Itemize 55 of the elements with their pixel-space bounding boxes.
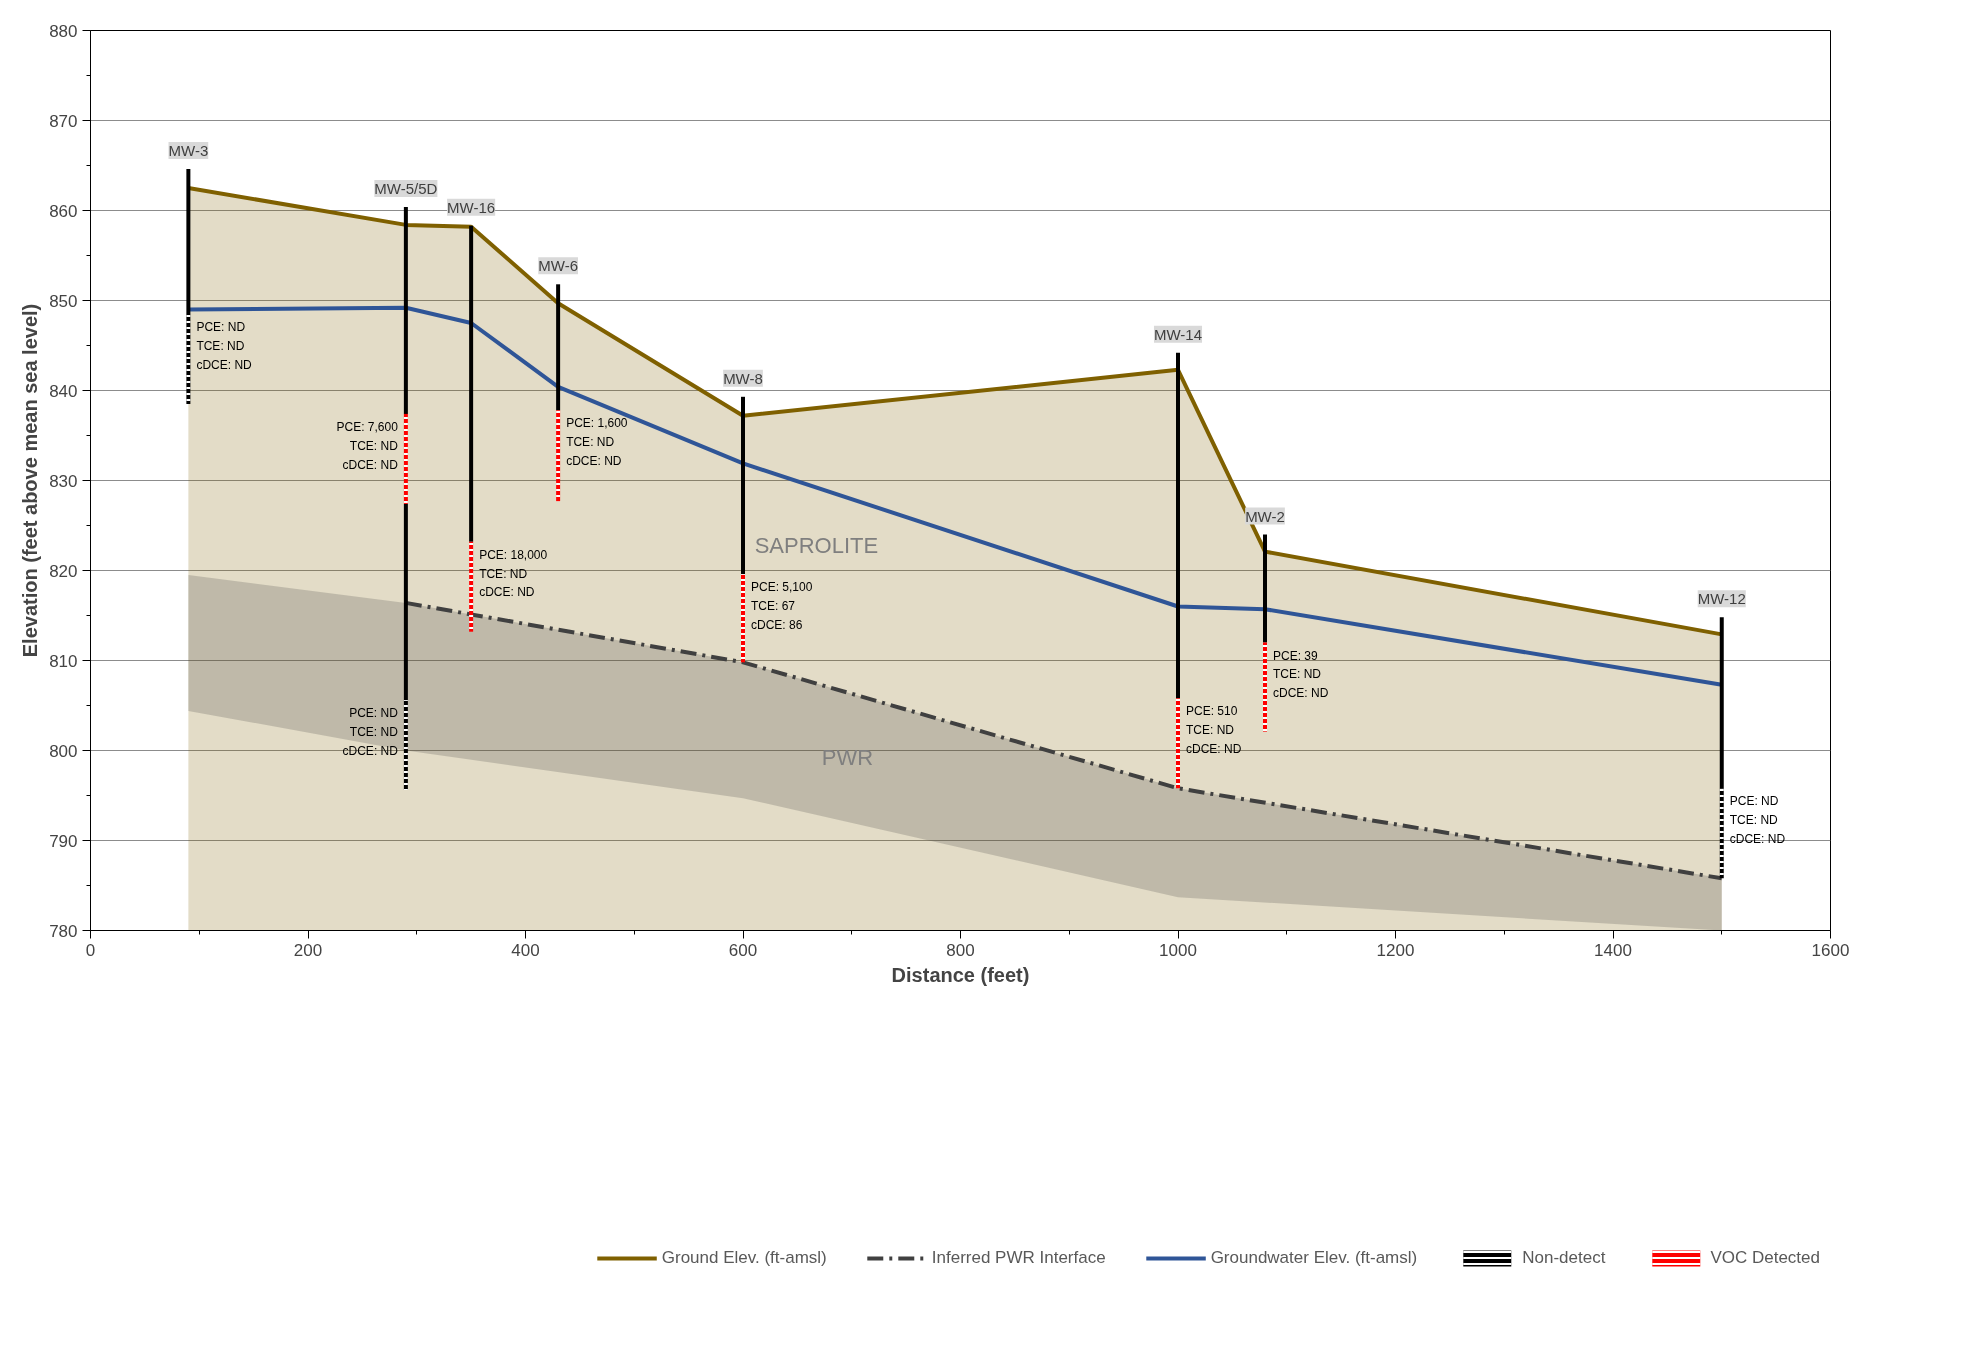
y-tick-label: 830 (49, 471, 78, 491)
legend-label: Groundwater Elev. (ft-amsl) (1210, 1248, 1418, 1268)
y-tick-label: 800 (49, 741, 78, 761)
data-label: MW-16 (447, 198, 496, 216)
annotation: PCE: ND TCE: ND cDCE: ND (342, 706, 399, 758)
legend-label: Ground Elev. (ft-amsl) (661, 1248, 827, 1268)
x-tick-label: 1400 (1594, 940, 1632, 960)
bar (403, 503, 408, 701)
y-tick-label: 880 (49, 21, 78, 41)
data-label: MW-3 (168, 142, 209, 160)
annotation: PWR (821, 744, 874, 770)
legend-label: Non-detect (1522, 1248, 1606, 1268)
data-label: MW-6 (538, 257, 578, 275)
x-tick-label: 0 (85, 940, 96, 960)
y-tick-label: 780 (49, 921, 78, 941)
bar (1263, 534, 1267, 643)
y-tick-label: 810 (49, 651, 78, 671)
data-label: MW-12 (1697, 590, 1746, 608)
x-axis-title: Distance (feet) (891, 963, 1030, 986)
bar (403, 206, 408, 414)
x-tick-label: 1200 (1376, 940, 1415, 960)
data-label: MW-14 (1153, 325, 1203, 343)
annotation: PCE: 39 TCE: ND cDCE: ND (1273, 648, 1329, 701)
legend-label: VOC Detected (1710, 1248, 1820, 1268)
bar (556, 284, 561, 411)
annotation: SAPROLITE (754, 533, 879, 559)
bar (186, 169, 191, 314)
annotation: PCE: 1,600 TCE: ND cDCE: ND (566, 416, 628, 469)
legend-label: Inferred PWR Interface (931, 1248, 1106, 1268)
y-tick-label: 790 (49, 831, 78, 851)
annotation: PCE: ND TCE: ND cDCE: ND (196, 320, 253, 372)
bar (741, 396, 745, 575)
bar (1719, 617, 1724, 789)
annotation: PCE: 18,000 TCE: ND cDCE: ND (479, 547, 548, 600)
annotation: PCE: 5,100 TCE: 67 cDCE: 86 (751, 580, 813, 632)
bar (469, 225, 474, 542)
y-tick-label: 860 (49, 201, 78, 221)
data-label: MW-2 (1245, 507, 1285, 525)
annotation: PCE: 510 TCE: ND cDCE: ND (1186, 704, 1242, 757)
x-tick-label: 400 (511, 940, 540, 960)
data-label: MW-5/5D (374, 179, 438, 197)
y-tick-label: 820 (49, 561, 78, 581)
y-tick-label: 840 (49, 381, 78, 401)
y-tick-label: 870 (49, 111, 78, 131)
x-tick-label: 1000 (1159, 940, 1197, 960)
y-axis-title: Elevation (feet above mean sea level) (19, 303, 42, 658)
y-tick-label: 850 (49, 291, 78, 311)
data-label: MW-8 (723, 369, 763, 387)
x-tick-label: 200 (293, 940, 323, 960)
x-tick-label: 600 (728, 940, 758, 960)
annotation: PCE: 7,600 TCE: ND cDCE: ND (336, 419, 399, 472)
bar (1176, 352, 1180, 699)
annotation: PCE: ND TCE: ND cDCE: ND (1729, 794, 1786, 847)
x-tick-label: 1600 (1811, 940, 1850, 960)
x-tick-label: 800 (946, 940, 975, 960)
